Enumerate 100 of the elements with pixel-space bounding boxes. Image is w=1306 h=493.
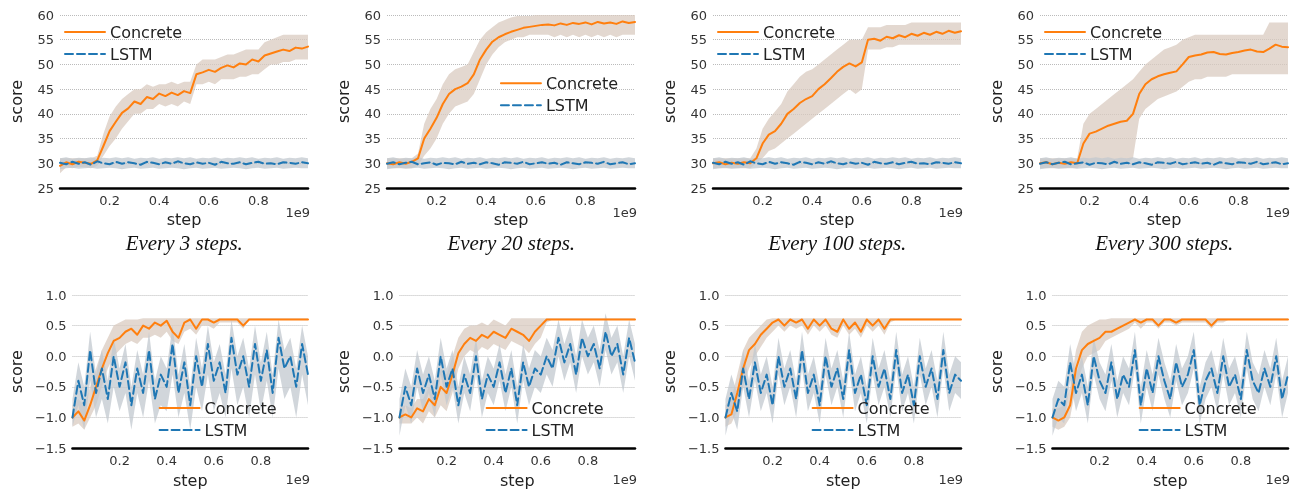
x-axis-title: step: [166, 210, 202, 230]
legend-label: LSTM: [763, 44, 806, 64]
x-tick-label: 0.2: [109, 453, 130, 469]
x-axis-title: step: [819, 210, 855, 230]
y-tick-label: 1.0: [45, 287, 67, 303]
legend-label: Concrete: [763, 22, 836, 42]
y-tick-label: 60: [690, 7, 707, 23]
legend-label: Concrete: [204, 398, 277, 418]
x-tick-label: 0.8: [903, 453, 925, 469]
line-series: [1038, 43, 1289, 166]
y-tick-label: −0.5: [687, 379, 720, 395]
legend-label: LSTM: [110, 44, 153, 64]
text: 1e9: [611, 205, 637, 220]
legend-label: Concrete: [1184, 398, 1257, 418]
text: Every 3 steps.: [124, 230, 243, 255]
legend-label: Concrete: [545, 73, 618, 93]
y-tick-label: 55: [690, 32, 707, 48]
x-tick-label: 0.4: [1135, 453, 1157, 469]
y-tick-label: 35: [37, 131, 54, 147]
x-tick-label: 0.2: [435, 453, 457, 469]
legend-label: Concrete: [531, 398, 604, 418]
y-tick-label: 50: [690, 56, 707, 72]
y-tick-label: 45: [1016, 81, 1034, 97]
y-tick-label: −1.5: [34, 440, 67, 456]
y-tick-label: −1.0: [687, 409, 720, 425]
x-tick-label: 0.8: [901, 193, 922, 208]
line-series: [724, 349, 962, 419]
legend-label: LSTM: [204, 420, 248, 440]
y-tick-label: 30: [1016, 155, 1034, 171]
x-tick-label: 0.4: [475, 193, 497, 208]
x-tick-label: 0.6: [203, 453, 225, 469]
legend-label: Concrete: [1089, 22, 1162, 42]
x-axis-title: step: [172, 470, 208, 490]
legend-label: LSTM: [1089, 44, 1133, 64]
text: Every 100 steps.: [767, 230, 907, 255]
y-tick-label: −1.5: [687, 440, 720, 456]
text: 1e9: [611, 472, 637, 487]
y-tick-label: 45: [690, 81, 707, 97]
text: 1e9: [938, 472, 964, 487]
x-axis-title: step: [493, 210, 528, 230]
text: 1e9: [285, 205, 311, 220]
y-tick-label: −1.5: [361, 440, 393, 456]
y-tick-label: 60: [363, 7, 381, 23]
y-tick-label: −1.0: [361, 409, 393, 425]
legend-label: LSTM: [545, 95, 589, 115]
y-axis-title: score: [986, 350, 1005, 394]
y-tick-label: 30: [37, 155, 54, 171]
x-tick-label: 0.2: [99, 193, 120, 208]
x-tick-label: 0.2: [752, 193, 773, 208]
y-tick-label: 0.0: [1025, 348, 1046, 364]
x-tick-label: 0.8: [1227, 193, 1249, 208]
x-axis-title: step: [499, 470, 535, 490]
line-series: [1050, 349, 1289, 419]
legend-label: Concrete: [857, 398, 930, 418]
y-tick-label: 40: [363, 106, 381, 122]
y-axis-title: score: [659, 350, 679, 394]
x-tick-label: 0.4: [156, 453, 178, 469]
y-tick-label: 60: [1016, 7, 1034, 23]
x-axis-title: step: [825, 470, 861, 490]
x-axis-title: step: [1152, 470, 1188, 490]
y-tick-label: −1.0: [1014, 409, 1046, 425]
y-tick-label: 35: [690, 131, 707, 147]
legend-label: Concrete: [110, 22, 183, 42]
x-tick-label: 0.6: [851, 193, 873, 208]
line-series: [71, 336, 309, 419]
x-tick-label: 0.6: [529, 453, 551, 469]
x-tick-label: 0.2: [1088, 453, 1110, 469]
x-tick-label: 0.2: [425, 193, 447, 208]
y-tick-label: 40: [690, 106, 707, 122]
y-tick-label: 55: [37, 32, 54, 48]
text: 1e9: [1264, 205, 1290, 220]
text: Every 20 steps.: [445, 230, 575, 255]
x-tick-label: 0.8: [250, 453, 272, 469]
text: 1e9: [1264, 472, 1290, 487]
y-tick-label: 0.5: [1025, 318, 1046, 334]
y-tick-label: 35: [1016, 131, 1034, 147]
text: 1e9: [285, 472, 311, 487]
y-tick-label: −1.5: [1014, 440, 1046, 456]
x-tick-label: 0.4: [801, 193, 823, 208]
text: 1e9: [938, 205, 964, 220]
y-tick-label: 50: [37, 56, 54, 72]
x-tick-label: 0.8: [574, 193, 596, 208]
x-tick-label: 0.4: [1128, 193, 1150, 208]
y-tick-label: 55: [1016, 32, 1034, 48]
y-tick-label: 25: [363, 180, 381, 196]
y-tick-label: 60: [37, 7, 54, 23]
y-tick-label: 1.0: [372, 287, 393, 303]
y-tick-label: 25: [690, 180, 707, 196]
y-tick-label: 25: [37, 180, 54, 196]
text: Every 300 steps.: [1093, 230, 1233, 255]
y-tick-label: 0.5: [45, 318, 67, 334]
y-tick-label: −0.5: [361, 379, 393, 395]
y-tick-label: −0.5: [1014, 379, 1046, 395]
x-tick-label: 0.2: [1078, 193, 1100, 208]
x-axis-title: step: [1146, 210, 1181, 230]
x-tick-label: 0.6: [856, 453, 878, 469]
y-tick-label: 40: [1016, 106, 1034, 122]
legend-label: LSTM: [1184, 420, 1227, 440]
y-tick-label: 0.0: [698, 348, 720, 364]
y-tick-label: 30: [363, 155, 381, 171]
